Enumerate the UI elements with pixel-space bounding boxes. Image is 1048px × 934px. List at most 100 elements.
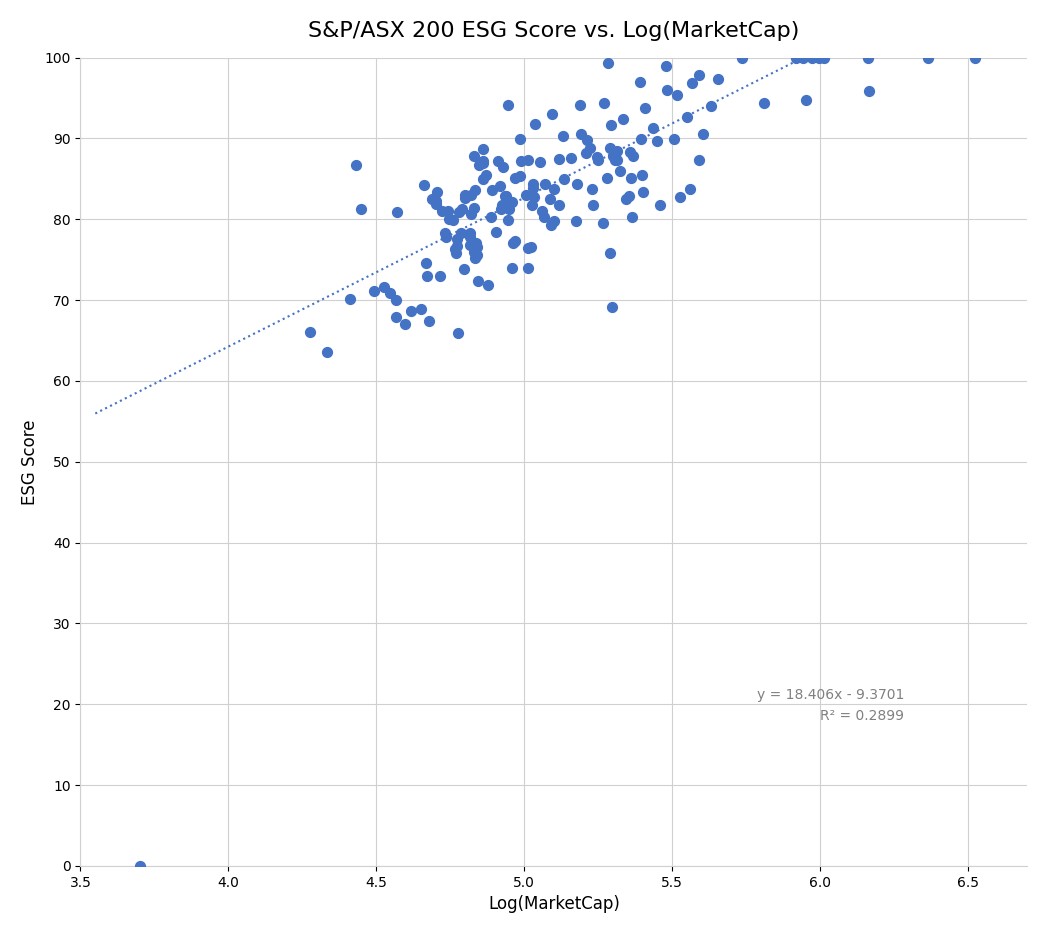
Point	[649, 134, 665, 149]
Point	[920, 50, 937, 65]
Point	[506, 171, 523, 186]
Point	[402, 304, 419, 318]
Point	[589, 149, 606, 164]
Point	[572, 97, 589, 112]
Point	[607, 153, 624, 168]
Point	[482, 210, 499, 225]
Point	[665, 132, 682, 147]
Point	[520, 261, 537, 276]
Point	[437, 226, 454, 241]
Point	[471, 157, 487, 172]
Point	[450, 325, 466, 340]
Point	[461, 226, 478, 241]
Point	[500, 98, 517, 113]
Point	[511, 132, 528, 147]
Text: y = 18.406x - 9.3701
R² = 0.2899: y = 18.406x - 9.3701 R² = 0.2899	[757, 688, 904, 723]
Point	[507, 234, 524, 248]
Point	[440, 212, 457, 227]
Point	[465, 200, 482, 215]
Point	[468, 248, 485, 262]
Point	[463, 188, 480, 203]
Point	[543, 218, 560, 233]
Point	[683, 76, 700, 91]
Point	[609, 143, 626, 158]
Point	[504, 235, 521, 250]
Point	[637, 100, 654, 115]
Point	[602, 140, 618, 155]
Point	[525, 180, 542, 195]
Point	[551, 197, 568, 212]
Point	[524, 177, 541, 191]
Point	[605, 149, 621, 163]
Point	[511, 168, 528, 183]
Point	[492, 178, 508, 193]
Point	[624, 209, 640, 224]
Point	[434, 204, 451, 219]
Point	[453, 226, 470, 241]
Point	[734, 50, 750, 65]
Point	[497, 189, 514, 204]
Point	[490, 154, 507, 169]
Point	[342, 292, 358, 307]
Point	[494, 198, 510, 213]
Point	[634, 185, 651, 200]
Point	[860, 50, 877, 65]
Point	[474, 171, 490, 186]
Point	[465, 149, 482, 163]
Point	[594, 216, 611, 231]
Point	[804, 50, 821, 65]
Point	[614, 111, 631, 126]
Point	[609, 152, 626, 167]
Point	[589, 152, 606, 167]
Point	[798, 92, 814, 107]
Point	[573, 127, 590, 142]
Point	[523, 198, 540, 213]
Point	[449, 238, 465, 253]
Point	[578, 133, 595, 148]
Point	[657, 59, 674, 74]
Point	[625, 149, 641, 163]
X-axis label: Log(MarketCap): Log(MarketCap)	[488, 895, 619, 913]
Point	[966, 50, 983, 65]
Point	[604, 300, 620, 315]
Point	[523, 239, 540, 254]
Point	[500, 212, 517, 227]
Point	[429, 184, 445, 199]
Point	[387, 310, 403, 325]
Point	[428, 193, 444, 208]
Point	[504, 194, 521, 209]
Point	[462, 207, 479, 222]
Point	[555, 171, 572, 186]
Point	[456, 188, 473, 203]
Point	[353, 202, 370, 217]
Point	[563, 150, 580, 165]
Point	[603, 118, 619, 133]
Point	[445, 212, 462, 227]
Point	[470, 273, 486, 288]
Point	[468, 239, 485, 254]
Point	[467, 235, 484, 250]
Point	[860, 84, 877, 99]
Point	[602, 246, 618, 261]
Point	[413, 302, 430, 317]
Title: S&P/ASX 200 ESG Score vs. Log(MarketCap): S&P/ASX 200 ESG Score vs. Log(MarketCap)	[308, 21, 800, 41]
Point	[348, 157, 365, 172]
Point	[816, 50, 833, 65]
Point	[691, 153, 707, 168]
Point	[577, 146, 594, 161]
Point	[526, 117, 543, 132]
Point	[467, 183, 484, 198]
Point	[756, 95, 772, 110]
Point	[631, 75, 648, 90]
Point	[302, 325, 319, 340]
Point	[415, 177, 432, 192]
Point	[531, 155, 548, 170]
Point	[546, 214, 563, 229]
Point	[536, 209, 552, 224]
Point	[533, 204, 550, 219]
Point	[620, 189, 637, 204]
Point	[555, 128, 572, 143]
Point	[633, 132, 650, 147]
Point	[495, 160, 511, 175]
Point	[788, 50, 805, 65]
